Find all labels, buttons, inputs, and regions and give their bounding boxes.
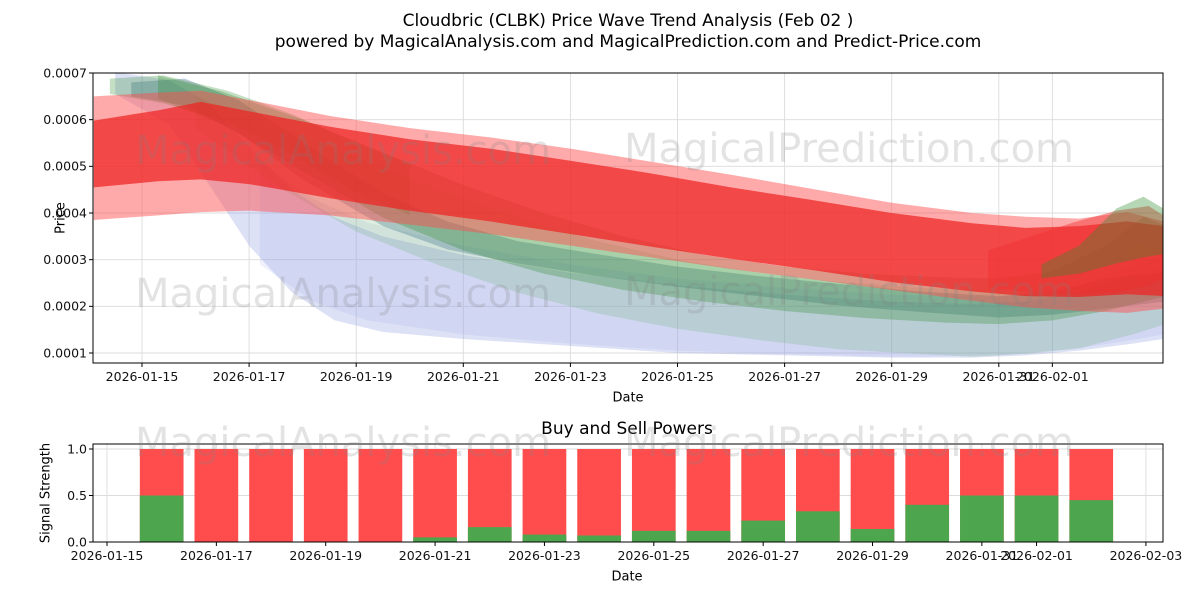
y-tick-label: 0.5 xyxy=(67,488,87,503)
x-tick-label: 2026-02-01 xyxy=(1000,548,1073,563)
top-y-axis-label: Price xyxy=(53,202,69,234)
bar-sell xyxy=(686,449,731,542)
bar-buy xyxy=(467,527,512,542)
bar-sell xyxy=(522,449,567,542)
title-line-1: Cloudbric (CLBK) Price Wave Trend Analys… xyxy=(402,11,854,31)
title-line-2: powered by MagicalAnalysis.com and Magic… xyxy=(274,32,982,52)
x-tick-label: 2026-01-29 xyxy=(836,548,909,563)
x-tick-label: 2026-02-01 xyxy=(1016,369,1089,384)
top-x-axis-label: Date xyxy=(612,390,644,406)
wave-band-green-light xyxy=(195,96,1163,357)
bar-sell xyxy=(467,449,512,542)
bar-buy xyxy=(905,504,950,542)
wave-band-red-right xyxy=(988,206,1163,295)
bar-buy xyxy=(631,530,676,542)
y-tick-label: 0.0006 xyxy=(43,112,87,127)
bar-sell xyxy=(631,449,676,542)
bar-buy xyxy=(741,520,786,542)
bar-buy xyxy=(686,530,731,542)
x-tick-label: 2026-01-15 xyxy=(71,548,144,563)
y-tick-label: 0.0007 xyxy=(43,65,87,80)
bar-sell xyxy=(303,449,348,542)
bar-buy xyxy=(522,534,567,542)
x-tick-label: 2026-01-29 xyxy=(855,369,928,384)
price-wave-plot: 2026-01-15 2026-01-17 2026-01-19 2026-01-21… xyxy=(43,65,1164,384)
x-tick-label: 2026-01-23 xyxy=(508,548,581,563)
x-tick-label: 2026-01-21 xyxy=(427,369,500,384)
wave-band-lavender xyxy=(115,73,1163,358)
bar-buy xyxy=(139,495,184,542)
x-tick-label: 2026-01-27 xyxy=(727,548,800,563)
bar-sell xyxy=(249,449,293,542)
y-tick-label: 0.0005 xyxy=(43,159,87,174)
y-tick-label: 0.0002 xyxy=(43,299,87,314)
x-tick-label: 2026-01-21 xyxy=(399,548,472,563)
x-tick-label: 2026-01-31 xyxy=(962,369,1035,384)
bar-sell xyxy=(358,449,403,542)
y-tick-label: 0.0003 xyxy=(43,252,87,267)
x-tick-label: 2026-01-19 xyxy=(289,548,362,563)
bar-sell xyxy=(194,449,239,542)
bar-buy xyxy=(1069,500,1114,542)
bottom-y-axis-label: Signal Strength xyxy=(38,442,54,544)
y-tick-label: 0.0 xyxy=(67,534,87,549)
x-tick-label: 2026-01-23 xyxy=(534,369,607,384)
y-tick-label: 1.0 xyxy=(67,441,87,456)
bar-buy xyxy=(577,535,621,542)
x-tick-label: 2026-02-03 xyxy=(1110,548,1183,563)
plot-border xyxy=(92,443,1164,543)
y-tick-label: 0.0001 xyxy=(43,345,87,360)
bar-sell xyxy=(577,449,621,542)
wave-band-green-right xyxy=(1041,196,1163,279)
x-tick-label: 2026-01-27 xyxy=(748,369,821,384)
bottom-chart-title: Buy and Sell Powers xyxy=(541,419,713,439)
x-tick-label: 2026-01-17 xyxy=(213,369,286,384)
x-tick-label: 2026-01-19 xyxy=(320,369,393,384)
bar-buy xyxy=(960,495,1004,542)
buy-sell-plot: 2026-01-15 2026-01-17 2026-01-19 2026-01-21… xyxy=(67,441,1182,563)
bar-buy xyxy=(1014,495,1059,542)
bar-sell xyxy=(850,449,895,542)
figure-title: Cloudbric (CLBK) Price Wave Trend Analys… xyxy=(93,11,1163,53)
bar-buy xyxy=(795,511,840,542)
x-tick-label: 2026-01-31 xyxy=(946,548,1019,563)
bottom-x-axis-label: Date xyxy=(611,569,643,585)
wave-band-lavender-light xyxy=(259,161,1163,357)
y-tick-label: 0.0004 xyxy=(43,205,87,220)
x-tick-label: 2026-01-25 xyxy=(617,548,690,563)
bar-buy xyxy=(413,537,457,542)
x-tick-label: 2026-01-17 xyxy=(180,548,253,563)
wave-band-red-core xyxy=(93,101,1163,298)
bar-buy xyxy=(850,528,895,542)
bar-sell xyxy=(413,449,457,542)
x-tick-label: 2026-01-15 xyxy=(106,369,179,384)
plot-border xyxy=(92,72,1164,364)
x-tick-label: 2026-01-25 xyxy=(641,369,714,384)
